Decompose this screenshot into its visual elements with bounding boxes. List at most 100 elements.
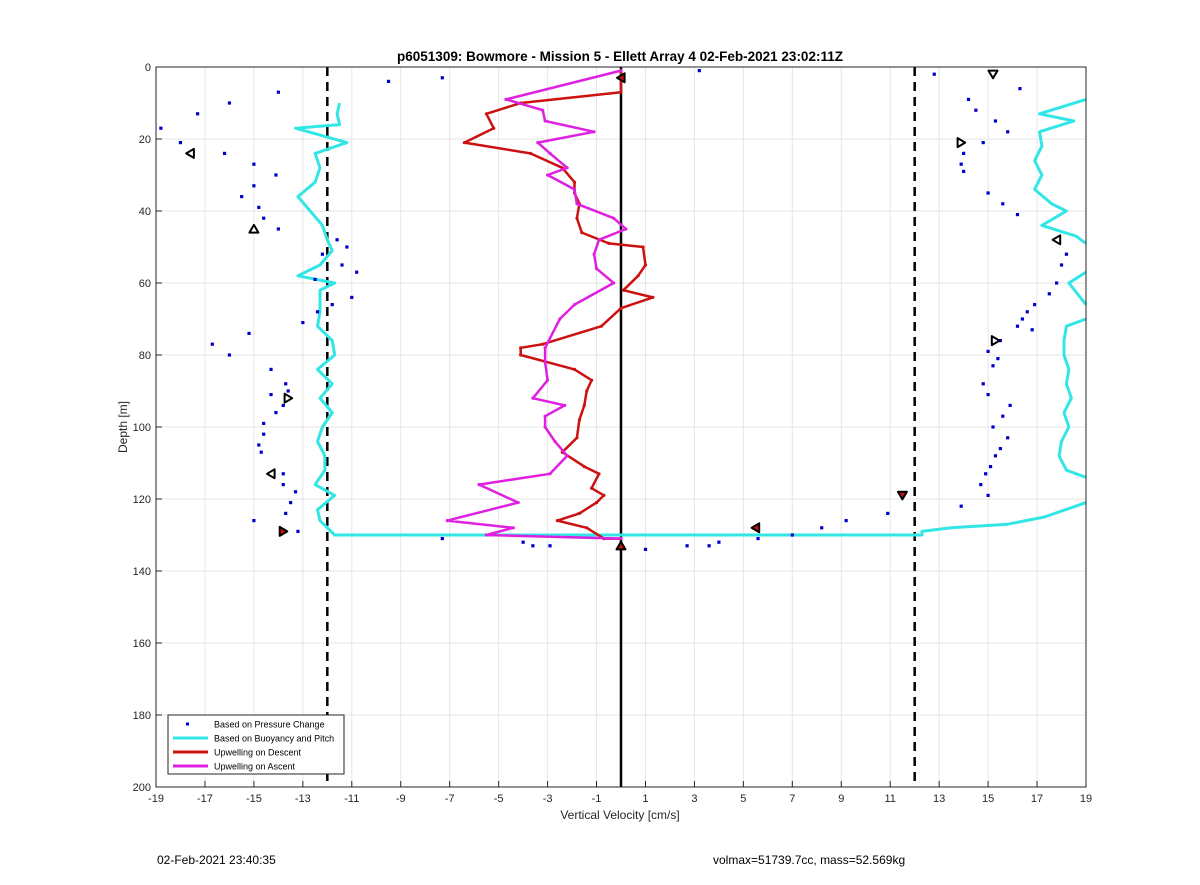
pressure-point [196, 112, 200, 116]
ascent-point [543, 346, 547, 350]
x-tick-label: -17 [197, 793, 213, 805]
footer-timestamp: 02-Feb-2021 23:40:35 [157, 853, 276, 867]
y-tick-label: 160 [133, 638, 151, 650]
descent-point [541, 342, 545, 346]
y-tick-label: 40 [139, 206, 151, 218]
y-tick-label: 200 [133, 782, 151, 794]
ascent-point [516, 501, 520, 505]
pressure-point [269, 367, 273, 371]
legend-swatch-dot [186, 722, 189, 726]
pressure-point [988, 465, 993, 469]
descent-point [519, 353, 523, 357]
descent-series-line [463, 70, 655, 540]
event-marker-red [615, 540, 627, 551]
pressure-point [293, 490, 298, 494]
descent-point [555, 519, 559, 523]
pressure-point [991, 425, 995, 429]
buoyancy-series-line [1057, 317, 1087, 479]
pressure-point [966, 97, 971, 101]
ascent-point [594, 267, 599, 271]
descent-point [597, 472, 601, 476]
pressure-point [262, 432, 266, 436]
ascent-point [624, 227, 628, 231]
pressure-point [993, 119, 998, 123]
pressure-point [1008, 403, 1012, 407]
pressure-point [313, 277, 317, 281]
pressure-point [320, 252, 325, 256]
descent-point [580, 231, 584, 235]
pressure-point [1015, 324, 1020, 328]
pressure-point [962, 151, 966, 155]
descent-point [643, 263, 648, 267]
reference-lines [326, 67, 916, 787]
descent-point [619, 306, 623, 310]
pressure-point [531, 544, 535, 548]
pressure-point [521, 540, 525, 544]
descent-point [484, 112, 488, 116]
ascent-point [545, 378, 550, 382]
pressure-point [932, 72, 936, 76]
x-tick-label: 5 [740, 793, 746, 805]
descent-point [492, 126, 496, 130]
descent-point [519, 346, 523, 350]
pressure-point [697, 69, 701, 73]
descent-point [590, 378, 594, 382]
pressure-point [276, 90, 280, 94]
pressure-point [844, 519, 848, 523]
event-marker-white [185, 147, 195, 159]
y-tick-label: 80 [139, 350, 151, 362]
x-tick-label: 1 [642, 793, 648, 805]
pressure-point [1015, 213, 1020, 217]
pressure-point [998, 447, 1002, 451]
footer-glider-info: volmax=51739.7cc, mass=52.569kg [713, 853, 906, 867]
event-marker-red [278, 525, 289, 537]
pressure-point [790, 533, 794, 537]
x-tick-label: 19 [1080, 793, 1092, 805]
event-marker-white [248, 223, 260, 234]
event-marker-white [956, 137, 967, 149]
pressure-point [284, 382, 288, 386]
pressure-point [269, 393, 273, 397]
descent-point [651, 295, 655, 299]
pressure-point [440, 537, 444, 541]
descent-point [462, 141, 466, 145]
pressure-point [340, 263, 344, 267]
ascent-point [553, 439, 557, 443]
pressure-point [262, 216, 266, 220]
descent-point [575, 216, 579, 220]
descent-point [636, 274, 640, 278]
y-tick-label: 0 [145, 62, 151, 74]
x-tick-label: 11 [884, 793, 895, 805]
x-tick-label: 3 [691, 793, 697, 805]
descent-point [641, 245, 645, 249]
ascent-point [597, 238, 601, 242]
event-marker-white [1051, 234, 1062, 246]
legend: Based on Pressure Change Based on Buoyanc… [167, 714, 345, 775]
pressure-point [210, 342, 214, 346]
pressure-point [984, 472, 988, 476]
pressure-point [1033, 303, 1037, 307]
pressure-point [991, 364, 995, 368]
pressure-point [986, 493, 990, 497]
ascent-point [558, 317, 562, 321]
pressure-point [707, 544, 711, 548]
descent-point [577, 418, 581, 422]
ascent-point [511, 526, 515, 530]
event-marker-white [987, 69, 999, 80]
pressure-point [756, 537, 760, 541]
pressure-point [685, 544, 689, 548]
ascent-point [619, 537, 623, 541]
ascent-point [445, 519, 449, 523]
pressure-point [257, 443, 261, 447]
buoyancy-series-line [1033, 97, 1087, 245]
pressure-point [979, 483, 983, 487]
pressure-point [281, 472, 285, 476]
x-tick-label: -7 [445, 793, 455, 805]
descent-point [582, 465, 586, 469]
ascent-point [592, 130, 596, 134]
ascent-point [548, 472, 552, 476]
x-tick-label: -19 [148, 793, 164, 805]
pressure-point [252, 162, 256, 166]
pressure-point [996, 357, 1000, 361]
descent-point [602, 493, 606, 497]
